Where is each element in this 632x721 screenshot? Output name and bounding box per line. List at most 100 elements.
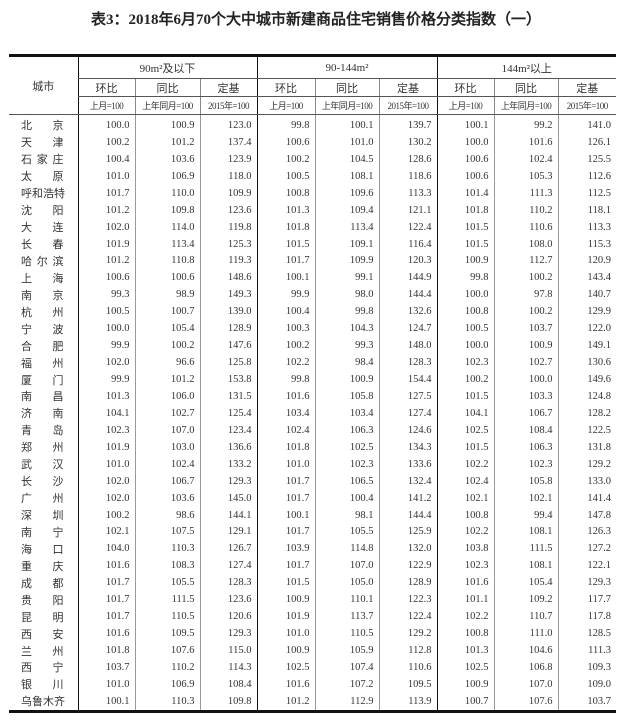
index-value: 125.4 bbox=[199, 404, 257, 422]
subcol-header: 环比 bbox=[436, 78, 495, 97]
index-value: 106.3 bbox=[314, 421, 379, 439]
base-header: 2015年=100 bbox=[557, 96, 617, 115]
city-name: 昆明 bbox=[21, 611, 64, 624]
index-value: 102.5 bbox=[314, 438, 379, 456]
index-value: 99.8 bbox=[314, 303, 379, 321]
index-value: 104.3 bbox=[314, 320, 379, 338]
city-name: 海口 bbox=[21, 543, 64, 556]
city-name: 沈阳 bbox=[21, 205, 64, 218]
index-value: 128.2 bbox=[557, 404, 617, 422]
index-value: 118.1 bbox=[557, 201, 617, 219]
table-row: 西安 101.6 109.5 129.3 101.0 110.5 129.2 100.8 111… bbox=[9, 625, 617, 643]
index-value: 127.2 bbox=[557, 540, 617, 558]
index-value: 112.5 bbox=[557, 184, 617, 202]
base-header: 2015年=100 bbox=[378, 96, 438, 115]
index-value: 102.3 bbox=[493, 455, 559, 473]
table-row: 厦门 99.9 101.2 153.8 99.8 100.9 154.4 100.2 100.0… bbox=[9, 371, 617, 388]
index-value: 101.0 bbox=[314, 133, 379, 151]
index-value: 113.7 bbox=[314, 608, 379, 626]
base-header: 上月=100 bbox=[77, 96, 135, 115]
subcol-header: 定基 bbox=[557, 78, 617, 97]
index-value: 100.0 bbox=[436, 337, 495, 355]
index-value: 106.8 bbox=[493, 659, 559, 676]
index-value: 100.2 bbox=[493, 303, 559, 321]
index-value: 103.4 bbox=[314, 404, 379, 422]
index-value: 105.5 bbox=[314, 523, 379, 541]
index-value: 100.1 bbox=[256, 506, 315, 524]
index-value: 108.3 bbox=[134, 557, 200, 575]
index-value: 113.4 bbox=[314, 218, 379, 236]
table-row: 西宁 103.7 110.2 114.3 102.5 107.4 110.6 102.5 106… bbox=[9, 659, 617, 676]
city-name: 南宁 bbox=[21, 526, 64, 539]
index-value: 111.3 bbox=[557, 642, 617, 659]
city-name: 兰州 bbox=[21, 645, 64, 658]
index-value: 101.6 bbox=[493, 133, 559, 151]
index-value: 149.1 bbox=[557, 337, 617, 355]
index-value: 99.9 bbox=[77, 371, 135, 388]
group-header: 144m²以上 bbox=[436, 55, 617, 79]
index-value: 127.4 bbox=[378, 404, 438, 422]
index-value: 101.9 bbox=[77, 235, 135, 253]
index-value: 101.8 bbox=[256, 218, 315, 236]
index-value: 101.0 bbox=[256, 455, 315, 473]
index-value: 107.2 bbox=[314, 675, 379, 693]
index-value: 108.1 bbox=[493, 523, 559, 541]
city-name: 长沙 bbox=[21, 476, 64, 489]
index-value: 98.6 bbox=[134, 506, 200, 524]
index-value: 126.7 bbox=[199, 540, 257, 558]
index-value: 102.0 bbox=[77, 354, 135, 372]
index-value: 130.2 bbox=[378, 133, 438, 151]
index-value: 99.3 bbox=[77, 286, 135, 304]
index-value: 101.5 bbox=[256, 235, 315, 253]
index-value: 100.0 bbox=[77, 320, 135, 338]
city-name: 上海 bbox=[21, 272, 64, 285]
table-row: 哈尔滨 101.2 110.8 119.3 101.7 109.9 120.3 100.9 11… bbox=[9, 252, 617, 270]
index-value: 120.9 bbox=[557, 252, 617, 270]
index-value: 137.4 bbox=[199, 133, 257, 151]
index-value: 127.5 bbox=[378, 388, 438, 405]
index-value: 100.9 bbox=[493, 337, 559, 355]
index-value: 111.0 bbox=[493, 625, 559, 643]
index-value: 100.9 bbox=[314, 371, 379, 388]
table-row: 太原 101.0 106.9 118.0 100.5 108.1 118.6 100.6 105… bbox=[9, 167, 617, 185]
index-value: 123.6 bbox=[199, 201, 257, 219]
index-value: 110.3 bbox=[134, 692, 200, 712]
table-row: 兰州 101.8 107.6 115.0 100.9 105.9 112.8 101.3 104… bbox=[9, 642, 617, 659]
city-name: 太原 bbox=[21, 171, 64, 184]
index-value: 100.2 bbox=[256, 150, 315, 168]
city-name: 长春 bbox=[21, 239, 64, 252]
city-name: 天津 bbox=[21, 137, 64, 150]
index-value: 103.6 bbox=[134, 150, 200, 168]
index-value: 109.9 bbox=[314, 252, 379, 270]
index-value: 101.1 bbox=[436, 591, 495, 609]
index-value: 148.0 bbox=[378, 337, 438, 355]
index-value: 108.4 bbox=[493, 421, 559, 439]
city-name: 贵阳 bbox=[21, 594, 64, 607]
table-row: 济南 104.1 102.7 125.4 103.4 103.4 127.4 104.1 106… bbox=[9, 404, 617, 422]
index-value: 141.4 bbox=[557, 489, 617, 507]
index-value: 100.0 bbox=[77, 114, 135, 134]
index-value: 102.7 bbox=[493, 354, 559, 372]
index-value: 102.3 bbox=[436, 557, 495, 575]
base-header: 上年同月=100 bbox=[134, 96, 200, 115]
index-value: 100.0 bbox=[436, 133, 495, 151]
index-value: 101.3 bbox=[436, 642, 495, 659]
index-value: 107.6 bbox=[493, 692, 559, 712]
index-value: 112.6 bbox=[557, 167, 617, 185]
index-value: 102.4 bbox=[436, 472, 495, 490]
index-value: 126.1 bbox=[557, 133, 617, 151]
index-value: 100.5 bbox=[436, 320, 495, 338]
table-title: 表3：2018年6月70个大中城市新建商品住宅销售价格分类指数（一） bbox=[90, 12, 541, 28]
index-value: 110.6 bbox=[493, 218, 559, 236]
index-value: 102.1 bbox=[436, 489, 495, 507]
index-value: 101.3 bbox=[77, 388, 135, 405]
index-value: 109.0 bbox=[557, 675, 617, 693]
index-value: 108.0 bbox=[493, 235, 559, 253]
subcol-header: 定基 bbox=[199, 78, 257, 97]
table-row: 呼和浩特 101.7 110.0 109.9 100.8 109.6 113.3 101.4 1… bbox=[9, 184, 617, 202]
index-value: 124.7 bbox=[378, 320, 438, 338]
index-value: 105.8 bbox=[314, 388, 379, 405]
index-value: 104.0 bbox=[77, 540, 135, 558]
index-value: 100.5 bbox=[256, 167, 315, 185]
index-value: 99.3 bbox=[314, 337, 379, 355]
